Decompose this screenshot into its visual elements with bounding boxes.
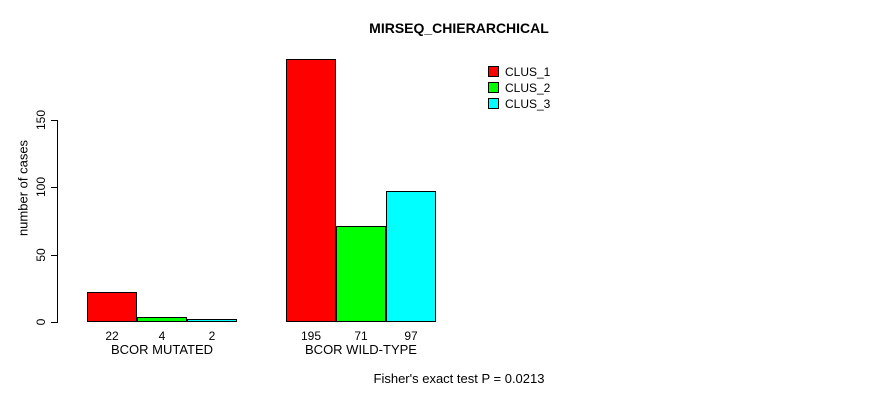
y-tick-label: 100 [34,176,48,198]
bar-clus-2-bcor-mutated [137,316,187,322]
bar-value-label: 22 [105,329,119,343]
legend-swatch-clus-1 [488,66,499,77]
bar-value-label: 97 [404,329,418,343]
y-tick-label: 0 [34,318,48,326]
chart-title: MIRSEQ_CHIERARCHICAL [369,20,549,36]
bar-clus-3-bcor-wild-type [386,191,436,322]
legend-label-clus-1: CLUS_1 [505,65,551,79]
bar-value-label: 71 [354,329,368,343]
y-axis-line [57,119,58,323]
y-tick-mark [51,254,58,256]
bar-value-label: 2 [208,329,216,343]
bar-value-label: 195 [300,329,322,343]
y-tick-mark [51,119,58,121]
legend-swatch-clus-2 [488,82,499,93]
legend-swatch-clus-3 [488,98,499,109]
fisher-test-annotation: Fisher's exact test P = 0.0213 [373,371,545,386]
category-label-bcor-mutated: BCOR MUTATED [110,342,214,357]
y-tick-mark [51,187,58,188]
legend-label-clus-3: CLUS_3 [505,97,551,111]
y-tick-mark [51,322,58,323]
category-label-bcor-wild-type: BCOR WILD-TYPE [305,342,417,357]
bar-clus-1-bcor-mutated [87,292,137,322]
y-tick-label: 50 [34,247,48,262]
bar-clus-2-bcor-wild-type [336,226,386,322]
bar-clus-1-bcor-wild-type [286,58,336,322]
legend-label-clus-2: CLUS_2 [505,81,551,95]
y-axis-label: number of cases [15,139,31,237]
y-tick-label: 150 [34,109,48,130]
bar-value-label: 4 [158,329,166,343]
bar-clus-3-bcor-mutated [187,319,237,322]
